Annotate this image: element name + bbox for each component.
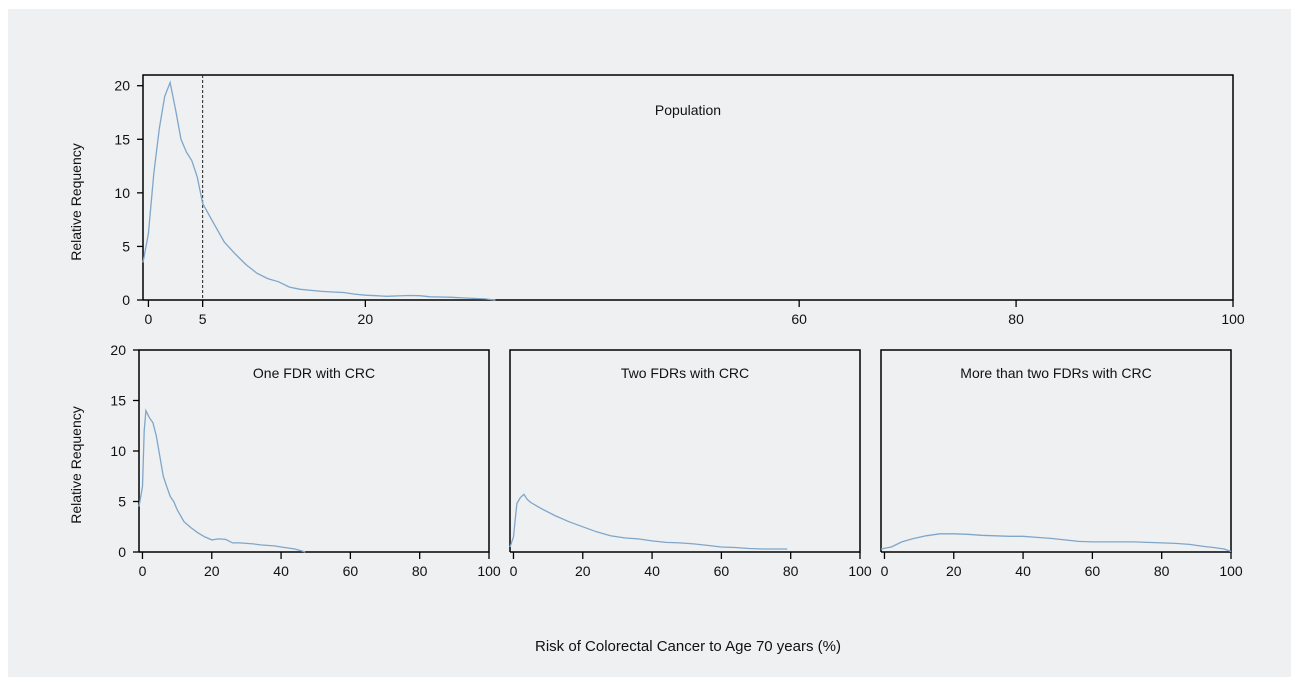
- y-tick-label: 15: [110, 393, 126, 409]
- x-tick-label: 0: [139, 563, 147, 579]
- x-tick-label: 5: [199, 311, 207, 327]
- x-tick-label: 40: [1015, 563, 1031, 579]
- panel-one-fdr: 0 20 40 60 80 100 0 5 10 15 20 One FDR with CRC Rela…: [68, 342, 501, 579]
- x-tick-label: 80: [1154, 563, 1170, 579]
- panel-frame: [138, 349, 490, 553]
- x-tick-label: 40: [273, 563, 289, 579]
- y-axis-label: Relative Requency: [68, 406, 84, 524]
- x-tick-label: 0: [510, 563, 518, 579]
- panel-frame: [509, 349, 861, 553]
- x-axis-label: Risk of Colorectal Cancer to Age 70 year…: [535, 638, 841, 655]
- x-tick-label: 100: [477, 563, 501, 579]
- panel-title: More than two FDRs with CRC: [960, 365, 1151, 381]
- x-tick-label: 80: [1008, 311, 1024, 327]
- series-line: [880, 533, 1232, 553]
- y-tick-label: 20: [110, 342, 126, 358]
- y-tick-label: 15: [114, 131, 130, 147]
- panel-more-than-two-fdrs: 0 20 40 60 80 100 More than two FDRs with CRC: [880, 349, 1243, 579]
- y-axis-label: Relative Requency: [68, 143, 84, 261]
- x-tick-label: 60: [343, 563, 359, 579]
- x-tick-label: 0: [881, 563, 889, 579]
- x-tick-label: 20: [575, 563, 591, 579]
- series-line: [142, 80, 496, 301]
- x-tick-label: 20: [358, 311, 374, 327]
- y-tick-label: 10: [114, 185, 130, 201]
- y-tick-label: 5: [118, 494, 126, 510]
- x-tick-label: 0: [145, 311, 153, 327]
- y-tick-label: 0: [118, 544, 126, 560]
- x-tick-label: 60: [791, 311, 807, 327]
- series-line: [138, 408, 306, 553]
- x-tick-label: 20: [204, 563, 220, 579]
- x-tick-label: 100: [848, 563, 872, 579]
- panel-title: Two FDRs with CRC: [621, 365, 749, 381]
- y-tick-label: 5: [122, 238, 130, 254]
- y-tick-label: 20: [114, 78, 130, 94]
- x-tick-label: 100: [1219, 563, 1243, 579]
- panel-population: 0 5 20 60 80 100 0 5 10 15 20 Population Relative Re…: [68, 74, 1245, 327]
- x-tick-label: 80: [783, 563, 799, 579]
- figure-background: [8, 9, 1291, 677]
- x-tick-label: 60: [1085, 563, 1101, 579]
- panel-two-fdrs: 0 20 40 60 80 100 Two FDRs with CRC: [509, 349, 872, 579]
- y-tick-label: 10: [110, 443, 126, 459]
- x-tick-label: 40: [644, 563, 660, 579]
- series-line: [509, 493, 788, 550]
- x-tick-label: 20: [946, 563, 962, 579]
- panel-frame: [880, 349, 1232, 553]
- y-tick-label: 0: [122, 292, 130, 308]
- x-tick-label: 80: [412, 563, 428, 579]
- x-tick-label: 60: [714, 563, 730, 579]
- panel-title: One FDR with CRC: [253, 365, 375, 381]
- x-tick-label: 100: [1221, 311, 1245, 327]
- panel-frame: [142, 74, 1234, 301]
- panel-title: Population: [655, 102, 721, 118]
